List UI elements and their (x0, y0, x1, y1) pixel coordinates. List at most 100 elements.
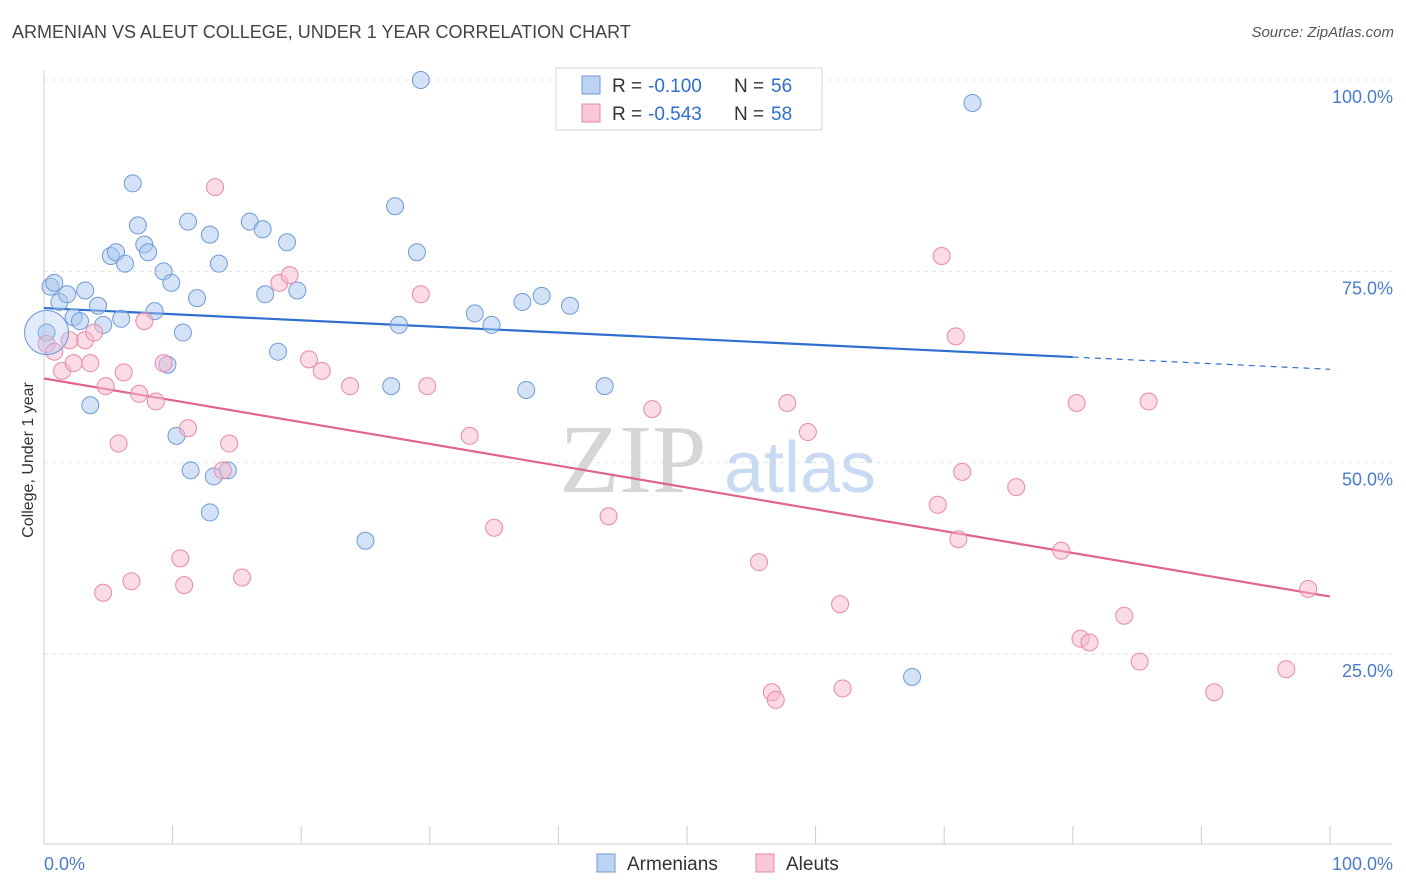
aleut-point-19 (179, 419, 198, 438)
aleut-point-45 (949, 530, 968, 549)
chart-title: ARMENIAN VS ALEUT COLLEGE, UNDER 1 YEAR … (12, 22, 631, 42)
armenian-point-15 (123, 174, 142, 193)
aleut-point-30 (418, 377, 437, 396)
aleut-point-48 (1052, 541, 1071, 560)
legend-swatch-armenians (581, 75, 601, 95)
armenian-point-31 (209, 254, 228, 273)
y-tick-label-2: 50.0% (1342, 470, 1393, 490)
aleut-point-52 (1115, 606, 1134, 625)
aleut-point-18 (175, 576, 194, 595)
aleut-point-43 (932, 247, 951, 266)
series-swatch-armenians (596, 853, 616, 873)
aleut-point-17 (171, 549, 190, 568)
aleut-point-12 (122, 572, 141, 591)
aleut-point-54 (1139, 392, 1158, 411)
aleut-point-7 (85, 323, 104, 342)
aleut-point-49 (1067, 393, 1086, 412)
aleut-trend-line (43, 377, 1331, 598)
armenian-point-7 (76, 281, 95, 300)
armenian-point-52 (903, 667, 922, 686)
aleut-point-53 (1130, 652, 1149, 671)
aleut-point-8 (94, 583, 113, 602)
aleut-point-9 (96, 377, 115, 396)
armenian-point-28 (200, 503, 219, 522)
armenian-point-37 (278, 233, 297, 252)
legend-n-value-armenians: 56 (771, 76, 792, 97)
aleut-point-23 (233, 568, 252, 587)
aleut-point-33 (599, 507, 618, 526)
aleut-point-4 (64, 354, 83, 373)
watermark-zip: ZIP (560, 406, 707, 514)
aleut-point-34 (643, 400, 662, 419)
armenian-point-14 (116, 254, 135, 273)
aleut-point-57 (1299, 579, 1318, 598)
x-tick-label-0: 0.0% (44, 854, 85, 874)
series-label-armenians: Armenians (627, 854, 718, 875)
aleut-point-37 (766, 690, 785, 709)
aleut-point-15 (146, 392, 165, 411)
aleut-point-41 (833, 679, 852, 698)
y-tick-label-3: 25.0% (1342, 661, 1393, 681)
armenian-point-47 (513, 292, 532, 311)
armenian-point-large (24, 310, 70, 356)
y-axis-label: College, Under 1 year (20, 382, 37, 538)
armenian-point-29 (200, 225, 219, 244)
data-points (24, 71, 1318, 709)
armenian-point-25 (179, 212, 198, 231)
aleut-point-21 (213, 461, 232, 480)
tick-labels: 100.0% 75.0% 50.0% 25.0% 0.0% 100.0% (44, 87, 1393, 874)
trend-lines (43, 306, 1331, 598)
y-tick-label-1: 75.0% (1342, 278, 1393, 298)
aleut-point-10 (109, 434, 128, 453)
axes (43, 70, 1392, 845)
armenian-point-48 (517, 380, 536, 399)
aleut-point-13 (130, 384, 149, 403)
armenian-point-51 (595, 377, 614, 396)
aleut-point-16 (154, 354, 173, 373)
aleut-point-25 (280, 266, 299, 285)
stats-legend: R = -0.100 N = 56 R = -0.543 N = 58 (555, 67, 823, 131)
gridlines (44, 79, 1392, 655)
series-label-aleuts: Aleuts (786, 854, 839, 875)
armenian-point-2 (45, 273, 64, 292)
armenian-point-44 (411, 71, 430, 89)
aleut-point-40 (831, 595, 850, 614)
armenian-point-42 (389, 315, 408, 334)
aleut-point-1 (45, 342, 64, 361)
armenian-point-34 (253, 220, 272, 239)
legend-r-label-aleuts: R = (612, 104, 642, 125)
watermark: ZIP atlas (560, 406, 877, 514)
source-label: Source: ZipAtlas.com (1251, 24, 1394, 41)
aleut-point-55 (1205, 683, 1224, 702)
series-legend: Armenians Aleuts (596, 853, 839, 875)
armenian-point-53 (963, 93, 982, 112)
aleut-point-26 (299, 350, 318, 369)
legend-n-value-aleuts: 58 (771, 104, 792, 125)
armenian-point-46 (482, 315, 501, 334)
legend-r-label-armenians: R = (612, 76, 642, 97)
aleut-point-46 (953, 462, 972, 481)
aleut-point-42 (928, 495, 947, 514)
legend-n-label-armenians: N = (734, 76, 764, 97)
aleut-point-28 (341, 377, 360, 396)
y-tick-label-0: 100.0% (1332, 87, 1393, 107)
armenian-point-26 (181, 461, 200, 480)
aleut-point-35 (750, 553, 769, 572)
armenian-point-45 (465, 304, 484, 323)
watermark-atlas: atlas (724, 428, 876, 508)
aleut-point-31 (460, 426, 479, 445)
armenian-point-43 (407, 243, 426, 262)
series-swatch-aleuts (755, 853, 775, 873)
aleut-point-6 (81, 354, 100, 373)
armenian-point-41 (386, 197, 405, 216)
aleut-point-56 (1277, 660, 1296, 679)
aleut-point-47 (1007, 478, 1026, 497)
aleut-point-22 (220, 434, 239, 453)
armenian-point-24 (173, 323, 192, 342)
armenian-point-39 (356, 531, 375, 550)
armenian-point-6 (71, 312, 90, 331)
armenian-point-38 (288, 281, 307, 300)
aleut-point-32 (485, 518, 504, 537)
armenian-point-8 (81, 396, 100, 415)
legend-r-value-aleuts: -0.543 (648, 104, 702, 125)
